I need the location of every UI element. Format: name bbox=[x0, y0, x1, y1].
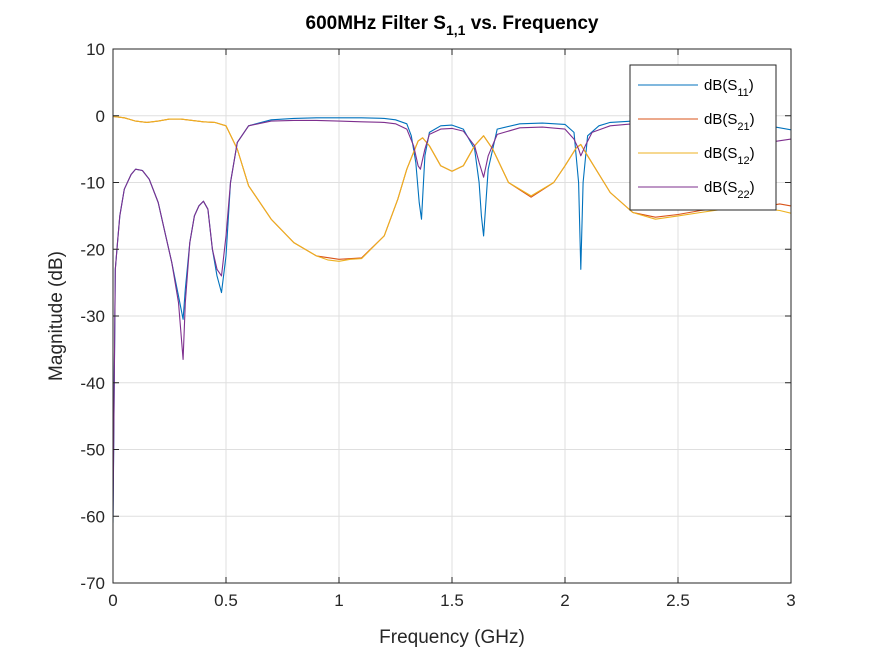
y-tick-label: 10 bbox=[86, 40, 105, 59]
legend: dB(S11) dB(S21) dB(S12) dB(S22) bbox=[629, 64, 777, 211]
x-axis-label: Frequency (GHz) bbox=[379, 627, 525, 648]
series-line-s22 bbox=[113, 119, 791, 517]
legend-box bbox=[629, 64, 777, 211]
y-tick-label: -50 bbox=[80, 441, 105, 460]
legend-label-s11: dB(S11) bbox=[704, 77, 754, 99]
y-tick-label: -30 bbox=[80, 307, 105, 326]
chart-title: 600MHz Filter S1,1 vs. Frequency bbox=[306, 13, 599, 38]
y-axis-label: Magnitude (dB) bbox=[46, 251, 67, 381]
x-tick-label: 2 bbox=[560, 591, 569, 610]
series-line-s12 bbox=[113, 115, 791, 262]
x-tick-label: 1 bbox=[334, 591, 343, 610]
y-tick-label: -60 bbox=[80, 507, 105, 526]
legend-label-s21: dB(S21) bbox=[704, 111, 755, 133]
x-tick-label: 2.5 bbox=[666, 591, 690, 610]
x-tick-label: 1.5 bbox=[440, 591, 464, 610]
y-tick-label: -10 bbox=[80, 174, 105, 193]
legend-label-s22: dB(S22) bbox=[704, 179, 755, 201]
x-tick-label: 0.5 bbox=[214, 591, 238, 610]
axis-ticks: 0 0.5 1 1.5 2 2.5 3 10 0 -10 -20 -30 -40 -50 -60 -70 bbox=[80, 40, 795, 610]
y-tick-label: 0 bbox=[96, 107, 105, 126]
legend-label-s12: dB(S12) bbox=[704, 145, 755, 167]
y-tick-label: -40 bbox=[80, 374, 105, 393]
y-tick-label: -20 bbox=[80, 240, 105, 259]
series-group bbox=[113, 115, 791, 523]
x-tick-label: 0 bbox=[108, 591, 117, 610]
x-tick-label: 3 bbox=[786, 591, 795, 610]
y-tick-label: -70 bbox=[80, 574, 105, 593]
